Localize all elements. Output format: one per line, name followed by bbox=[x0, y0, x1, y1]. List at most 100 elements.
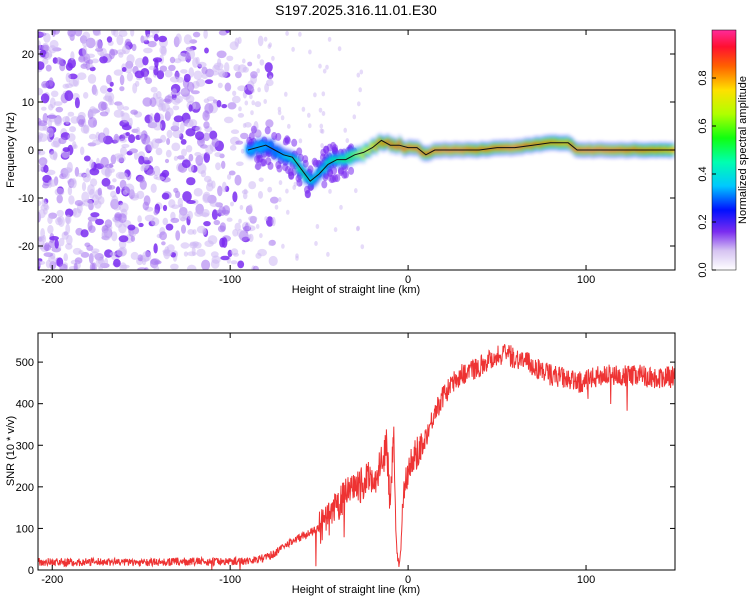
noise-blob bbox=[78, 118, 85, 127]
noise-blob bbox=[213, 62, 224, 71]
noise-blob bbox=[134, 151, 139, 160]
noise-blob bbox=[98, 101, 107, 112]
noise-blob bbox=[259, 233, 263, 239]
noise-blob bbox=[280, 115, 285, 121]
noise-blob bbox=[218, 30, 228, 36]
noise-blob bbox=[237, 260, 245, 269]
noise-blob bbox=[121, 45, 131, 55]
noise-blob bbox=[197, 61, 207, 68]
noise-blob bbox=[180, 242, 190, 249]
noise-blob bbox=[69, 126, 76, 133]
noise-blob bbox=[104, 164, 114, 169]
noise-blob bbox=[238, 106, 242, 112]
noise-blob bbox=[203, 30, 208, 39]
noise-blob bbox=[87, 184, 95, 195]
noise-blob bbox=[192, 31, 201, 38]
noise-blob bbox=[99, 51, 105, 58]
noise-blob bbox=[319, 123, 324, 129]
noise-blob bbox=[97, 132, 106, 143]
noise-blob bbox=[113, 258, 121, 268]
noise-blob bbox=[121, 124, 132, 131]
noise-blob bbox=[307, 112, 311, 118]
noise-blob bbox=[216, 100, 222, 108]
noise-blob bbox=[99, 85, 109, 94]
noise-blob bbox=[113, 205, 121, 211]
noise-blob bbox=[67, 111, 75, 117]
noise-blob bbox=[193, 187, 203, 197]
noise-blob bbox=[242, 66, 249, 73]
noise-blob bbox=[171, 142, 181, 152]
noise-blob bbox=[130, 228, 137, 237]
noise-blob bbox=[118, 213, 127, 224]
noise-blob bbox=[70, 116, 80, 124]
noise-blob bbox=[38, 40, 41, 51]
noise-blob bbox=[93, 30, 102, 37]
noise-blob bbox=[185, 145, 193, 153]
noise-blob bbox=[235, 161, 244, 167]
noise-blob bbox=[67, 57, 76, 69]
noise-blob bbox=[153, 209, 159, 216]
noise-blob bbox=[356, 225, 361, 231]
noise-blob bbox=[159, 45, 167, 55]
noise-blob bbox=[99, 111, 109, 117]
noise-blob bbox=[116, 248, 127, 257]
noise-blob bbox=[187, 251, 197, 257]
noise-blob bbox=[164, 158, 170, 164]
noise-blob bbox=[221, 237, 228, 248]
noise-blob bbox=[89, 106, 97, 117]
noise-blob bbox=[242, 123, 247, 128]
noise-blob bbox=[357, 101, 361, 107]
noise-blob bbox=[166, 129, 173, 139]
noise-blob bbox=[301, 106, 306, 112]
noise-blob bbox=[181, 159, 191, 168]
noise-blob bbox=[318, 107, 323, 113]
noise-blob bbox=[226, 217, 233, 222]
noise-blob bbox=[65, 243, 73, 250]
noise-blob bbox=[259, 59, 265, 66]
halo-blob bbox=[271, 132, 278, 140]
noise-blob bbox=[56, 56, 62, 65]
noise-blob bbox=[224, 82, 232, 92]
noise-blob bbox=[106, 184, 116, 190]
noise-blob bbox=[101, 230, 112, 241]
colorbar-tick-label: 0.6 bbox=[697, 118, 709, 133]
noise-blob bbox=[230, 129, 240, 134]
noise-blob bbox=[91, 58, 99, 64]
noise-blob bbox=[41, 106, 47, 111]
noise-blob bbox=[181, 224, 186, 234]
noise-blob bbox=[82, 40, 90, 47]
noise-blob bbox=[256, 54, 261, 59]
noise-blob bbox=[95, 39, 103, 51]
noise-blob bbox=[42, 113, 48, 124]
halo-blob bbox=[284, 135, 291, 144]
noise-blob bbox=[45, 259, 52, 269]
halo-blob bbox=[264, 126, 271, 135]
halo-blob bbox=[287, 168, 294, 176]
noise-blob bbox=[327, 36, 332, 42]
noise-blob bbox=[286, 209, 290, 215]
noise-blob bbox=[121, 67, 127, 72]
noise-blob bbox=[144, 214, 155, 222]
noise-blob bbox=[219, 222, 226, 232]
noise-blob bbox=[113, 69, 123, 76]
noise-blob bbox=[77, 111, 86, 120]
noise-blob bbox=[142, 97, 153, 107]
y-tick-label: 0 bbox=[28, 145, 34, 157]
noise-blob bbox=[150, 183, 157, 193]
noise-blob bbox=[194, 210, 203, 217]
noise-blob bbox=[109, 251, 117, 257]
noise-blob bbox=[118, 223, 127, 234]
noise-blob bbox=[203, 132, 211, 142]
noise-blob bbox=[142, 201, 149, 211]
noise-blob bbox=[224, 62, 230, 73]
noise-blob bbox=[104, 258, 109, 266]
noise-blob bbox=[247, 61, 253, 67]
noise-blob bbox=[326, 251, 330, 257]
noise-blob bbox=[67, 30, 76, 37]
noise-blob bbox=[201, 259, 211, 270]
noise-blob bbox=[188, 67, 194, 78]
noise-blob bbox=[201, 73, 208, 79]
y-tick-label: 300 bbox=[16, 440, 34, 452]
noise-blob bbox=[237, 85, 247, 92]
noise-blob bbox=[171, 97, 181, 106]
